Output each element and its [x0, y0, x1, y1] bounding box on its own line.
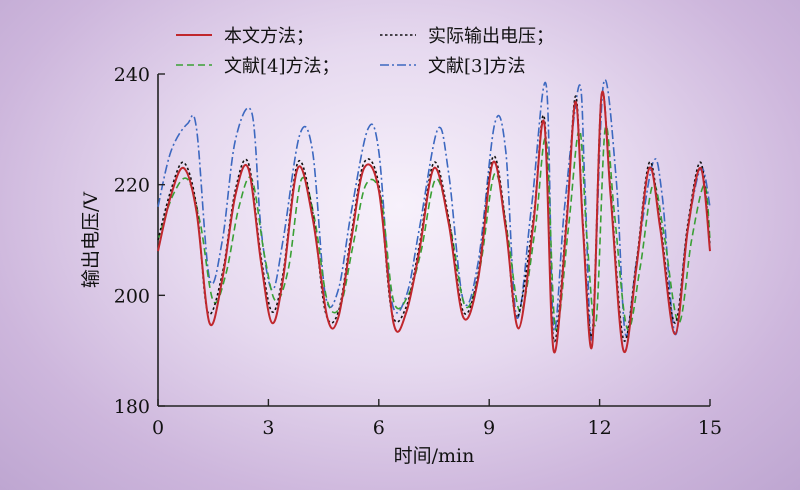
- series-actual-voltage-line: [157, 91, 711, 343]
- series-ref4-method-legend-label: 文献[4]方法；: [224, 56, 340, 77]
- y-tick-label: 180: [114, 396, 150, 418]
- series-ref3-method-line: [157, 78, 711, 342]
- y-tick-label: 240: [114, 64, 150, 86]
- series-ref3-method-legend-label: 文献[3]方法: [428, 56, 526, 77]
- x-tick-label: 6: [373, 417, 385, 439]
- series-ref4-method-line: [157, 125, 711, 332]
- x-tick-label: 3: [262, 417, 274, 439]
- y-tick-label: 220: [114, 175, 150, 197]
- x-axis-title: 时间/min: [394, 445, 475, 467]
- x-tick-label: 12: [588, 417, 612, 439]
- x-tick-label: 0: [152, 417, 164, 439]
- plot-area: 180 200 220 240 0 3 6 9 12 15: [114, 64, 722, 439]
- legend: 本文方法； 实际输出电压； 文献[4]方法； 文献[3]方法: [176, 26, 554, 77]
- x-tick-label: 9: [483, 417, 495, 439]
- y-axis-title: 输出电压/V: [80, 192, 102, 288]
- series-layer: [157, 78, 711, 354]
- series-actual-voltage-legend-label: 实际输出电压；: [428, 26, 554, 47]
- series-this-method-line: [157, 90, 711, 354]
- y-tick-label: 200: [114, 285, 150, 307]
- x-tick-label: 15: [698, 417, 722, 439]
- x-ticks: 0 3 6 9 12 15: [152, 399, 722, 439]
- series-this-method-legend-label: 本文方法；: [224, 26, 314, 47]
- y-ticks: 180 200 220 240: [114, 64, 165, 418]
